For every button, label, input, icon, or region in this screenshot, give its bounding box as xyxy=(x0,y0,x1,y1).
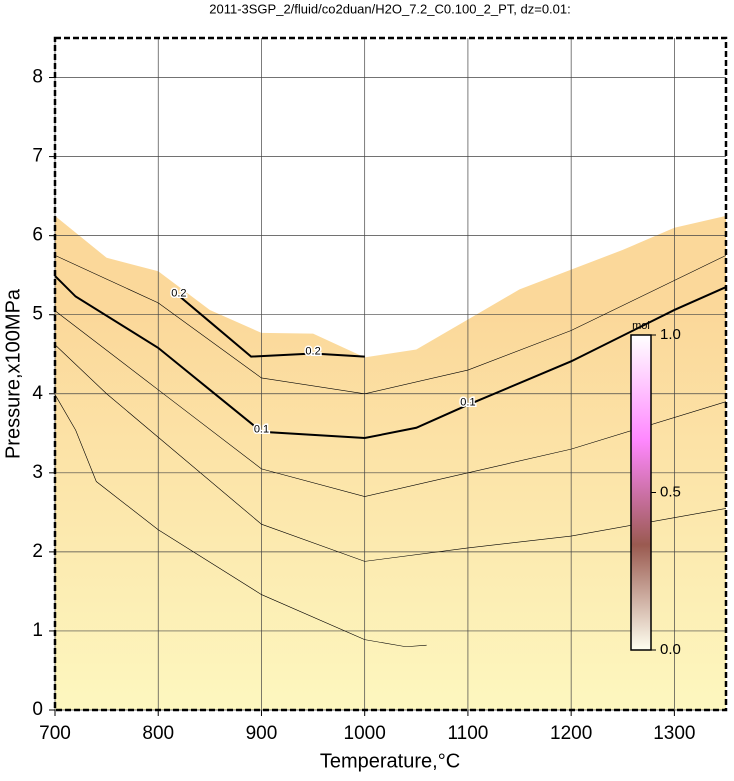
colorbar-tick-label: 0.5 xyxy=(660,483,681,500)
contour-label: 0.1 xyxy=(254,424,269,436)
x-tick-label: 1300 xyxy=(653,723,695,744)
y-tick-label: 7 xyxy=(32,146,43,167)
x-tick-label: 700 xyxy=(39,723,71,744)
y-tick-label: 1 xyxy=(32,620,43,641)
y-tick-label: 2 xyxy=(32,541,43,562)
contour-line xyxy=(54,275,727,440)
colorbar-label: mol xyxy=(632,320,650,332)
contour-line xyxy=(54,394,427,648)
contour-line xyxy=(54,344,727,562)
colorbar xyxy=(630,334,652,651)
x-tick-label: 900 xyxy=(246,723,278,744)
y-tick-label: 8 xyxy=(32,67,43,88)
y-tick-label: 0 xyxy=(32,699,43,720)
colorbar-tick-label: 0.0 xyxy=(660,641,681,658)
x-tick-label: 1100 xyxy=(447,723,488,744)
y-tick-label: 4 xyxy=(32,383,43,404)
contour-line xyxy=(54,310,727,497)
plot-frame xyxy=(53,36,728,712)
y-tick-label: 5 xyxy=(32,304,43,325)
contour-label: 0.2 xyxy=(305,345,320,357)
x-axis-label: Temperature,°C xyxy=(320,750,460,772)
chart-title: 2011-3SGP_2/fluid/co2duan/H2O_7.2_C0.100… xyxy=(209,1,571,16)
y-tick-label: 6 xyxy=(32,225,43,246)
x-tick-label: 800 xyxy=(142,723,174,744)
contour-line xyxy=(54,255,727,395)
contour-label: 0.1 xyxy=(460,397,475,409)
contour-line xyxy=(178,294,365,358)
stability-region xyxy=(55,215,726,710)
colorbar-tick-label: 1.0 xyxy=(660,326,681,343)
y-tick-label: 3 xyxy=(32,462,43,483)
contour-label: 0.2 xyxy=(171,288,186,300)
x-tick-label: 1000 xyxy=(344,723,386,744)
x-tick-label: 1200 xyxy=(550,723,592,744)
y-axis-label: Pressure,x100MPa xyxy=(2,288,24,459)
